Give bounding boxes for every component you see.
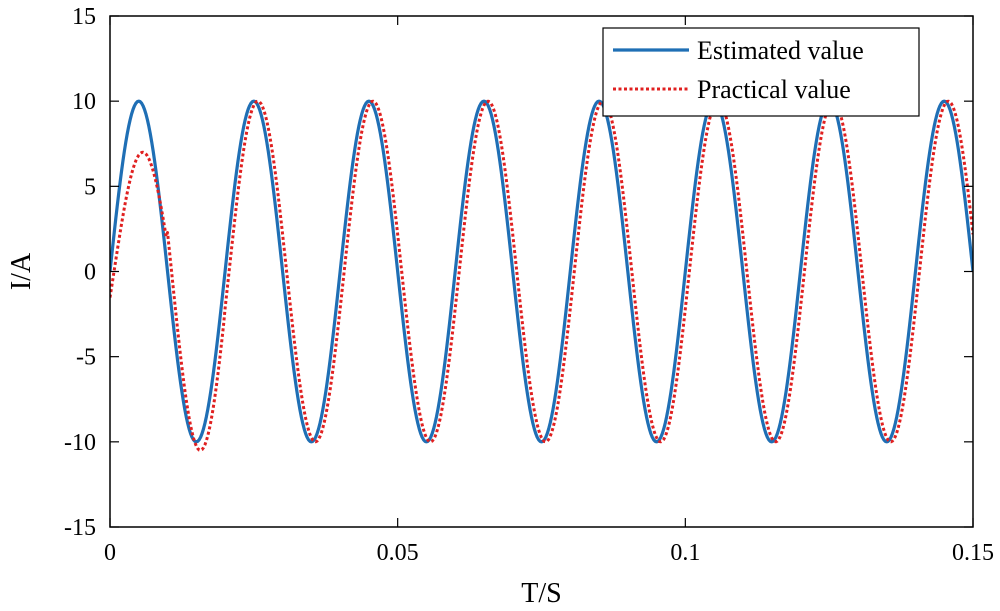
y-tick-label: 10 (72, 89, 96, 115)
x-tick-label: 0.1 (670, 540, 700, 566)
legend: Estimated value Practical value (602, 27, 920, 117)
y-axis-label: I/A (6, 252, 37, 290)
y-tick-label: -10 (64, 430, 96, 456)
y-tick-label: 15 (72, 4, 96, 30)
legend-box (602, 27, 920, 117)
y-tick-labels: -15 -10 -5 0 5 10 15 (64, 4, 96, 541)
legend-label-estimated-value: Estimated value (697, 36, 864, 65)
y-tick-label: 5 (84, 174, 96, 200)
y-tick-label: -15 (64, 515, 96, 541)
x-tick-label: 0 (104, 540, 116, 566)
x-tick-label: 0.15 (952, 540, 994, 566)
x-tick-label: 0.05 (377, 540, 419, 566)
legend-label-practical-value: Practical value (697, 75, 851, 104)
x-axis-label: T/S (521, 578, 561, 609)
y-tick-label: -5 (76, 345, 96, 371)
x-tick-labels: 0 0.05 0.1 0.15 (104, 540, 994, 566)
axis-ticks (109, 15, 974, 528)
y-tick-label: 0 (84, 260, 96, 286)
